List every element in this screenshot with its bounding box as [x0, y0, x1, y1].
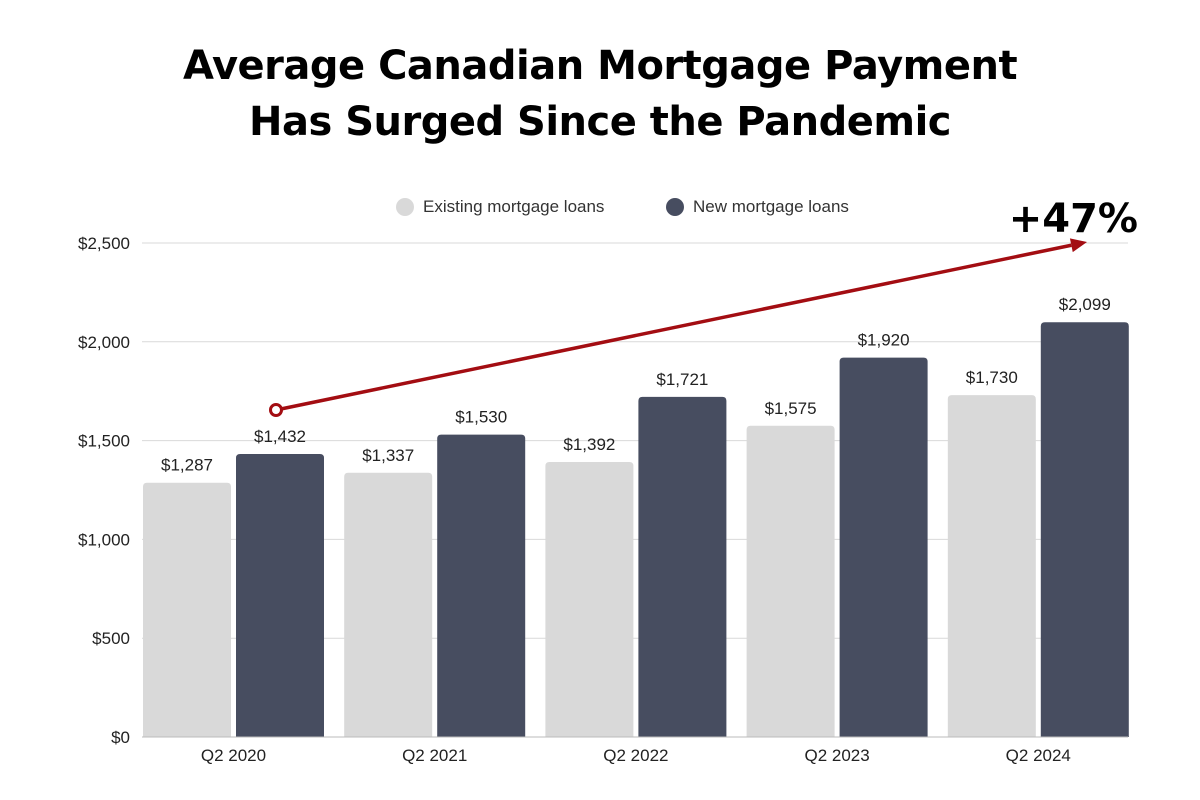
x-tick-label: Q2 2020: [201, 746, 266, 765]
growth-arrow-start-marker: [269, 403, 283, 417]
data-label: $1,432: [254, 427, 306, 446]
data-label: $1,730: [966, 368, 1018, 387]
bar-existing: [344, 472, 433, 737]
y-tick-label: $1,000: [78, 530, 130, 549]
x-tick-label: Q2 2023: [804, 746, 869, 765]
data-label: $1,530: [455, 408, 507, 427]
bar-new: [638, 396, 727, 737]
bar-new: [236, 454, 324, 737]
x-tick-label: Q2 2024: [1006, 746, 1071, 765]
x-tick-label: Q2 2021: [402, 746, 467, 765]
bar-new: [1040, 322, 1129, 737]
y-tick-label: $0: [111, 728, 130, 747]
x-tick-label: Q2 2022: [603, 746, 668, 765]
y-tick-label: $2,500: [78, 234, 130, 253]
bar-new: [839, 357, 928, 737]
bar-existing: [143, 482, 231, 737]
data-label: $2,099: [1059, 295, 1111, 314]
y-tick-label: $500: [92, 629, 130, 648]
data-label: $1,392: [563, 435, 615, 454]
growth-annotation: +47%: [1009, 196, 1138, 242]
chart-title: Average Canadian Mortgage Payment Has Su…: [0, 38, 1200, 150]
legend-swatch-existing: [396, 198, 414, 216]
bar-new: [437, 434, 526, 737]
bar-existing: [947, 395, 1036, 737]
legend-swatch-new: [666, 198, 684, 216]
data-label: $1,920: [858, 331, 910, 350]
y-tick-label: $1,500: [78, 432, 130, 451]
legend-label-existing: Existing mortgage loans: [423, 197, 604, 216]
legend-label-new: New mortgage loans: [693, 197, 849, 216]
chart-title-line-2: Has Surged Since the Pandemic: [248, 99, 952, 145]
growth-arrow-line: [275, 243, 1072, 412]
bar-existing: [746, 425, 835, 737]
growth-arrow-head: [1069, 238, 1087, 253]
bar-existing: [545, 461, 634, 737]
data-label: $1,337: [362, 446, 414, 465]
data-label: $1,721: [656, 370, 708, 389]
y-tick-label: $2,000: [78, 333, 130, 352]
data-label: $1,575: [765, 399, 817, 418]
chart-title-line-1: Average Canadian Mortgage Payment: [182, 43, 1018, 89]
data-label: $1,287: [161, 456, 213, 475]
